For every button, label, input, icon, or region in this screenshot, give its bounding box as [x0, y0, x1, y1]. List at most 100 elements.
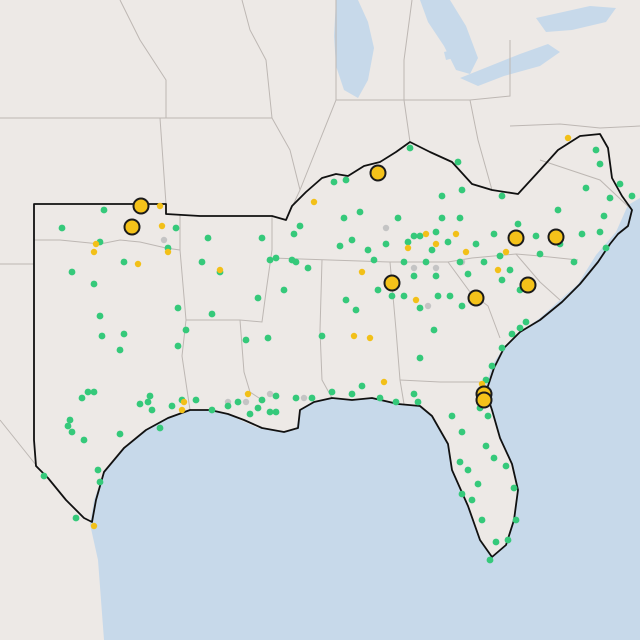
map-marker-large[interactable] [547, 228, 565, 246]
map-marker-green[interactable] [242, 336, 250, 344]
map-marker-green[interactable] [198, 258, 206, 266]
map-marker-yellow[interactable] [164, 248, 172, 256]
map-marker-green[interactable] [616, 180, 624, 188]
map-marker-green[interactable] [416, 304, 424, 312]
map-marker-green[interactable] [328, 388, 336, 396]
map-marker-green[interactable] [68, 428, 76, 436]
map-marker-green[interactable] [58, 224, 66, 232]
map-marker-green[interactable] [488, 362, 496, 370]
map-marker-yellow[interactable] [156, 202, 164, 210]
map-marker-green[interactable] [404, 238, 412, 246]
map-marker-green[interactable] [348, 236, 356, 244]
map-marker-green[interactable] [308, 394, 316, 402]
map-marker-yellow[interactable] [412, 296, 420, 304]
map-marker-green[interactable] [280, 286, 288, 294]
map-marker-green[interactable] [272, 408, 280, 416]
map-marker-green[interactable] [480, 258, 488, 266]
map-marker-green[interactable] [264, 334, 272, 342]
map-marker-green[interactable] [458, 428, 466, 436]
map-marker-large[interactable] [507, 229, 525, 247]
map-marker-large[interactable] [369, 164, 387, 182]
map-marker-green[interactable] [464, 466, 472, 474]
map-marker-green[interactable] [224, 402, 232, 410]
map-marker-green[interactable] [156, 424, 164, 432]
map-marker-green[interactable] [400, 258, 408, 266]
map-marker-green[interactable] [348, 390, 356, 398]
map-marker-yellow[interactable] [366, 334, 374, 342]
map-marker-green[interactable] [596, 160, 604, 168]
map-marker-green[interactable] [296, 222, 304, 230]
map-marker-large[interactable] [519, 276, 537, 294]
map-marker-green[interactable] [430, 326, 438, 334]
map-marker-green[interactable] [204, 234, 212, 242]
map-marker-green[interactable] [410, 390, 418, 398]
map-marker-yellow[interactable] [158, 222, 166, 230]
map-marker-gray[interactable] [266, 390, 274, 398]
map-marker-green[interactable] [506, 266, 514, 274]
map-marker-green[interactable] [254, 294, 262, 302]
map-marker-green[interactable] [304, 264, 312, 272]
map-marker-green[interactable] [456, 258, 464, 266]
map-marker-green[interactable] [120, 330, 128, 338]
map-marker-green[interactable] [628, 192, 636, 200]
map-marker-large[interactable] [132, 197, 150, 215]
map-marker-green[interactable] [504, 536, 512, 544]
map-marker-green[interactable] [376, 394, 384, 402]
map-marker-green[interactable] [458, 490, 466, 498]
map-marker-green[interactable] [410, 232, 418, 240]
map-marker-green[interactable] [458, 302, 466, 310]
map-marker-yellow[interactable] [310, 198, 318, 206]
map-marker-large[interactable] [467, 289, 485, 307]
map-marker-green[interactable] [454, 158, 462, 166]
map-marker-green[interactable] [174, 304, 182, 312]
map-marker-green[interactable] [246, 410, 254, 418]
map-marker-green[interactable] [66, 416, 74, 424]
map-marker-green[interactable] [596, 228, 604, 236]
map-marker-green[interactable] [120, 258, 128, 266]
map-marker-yellow[interactable] [462, 248, 470, 256]
map-marker-green[interactable] [144, 398, 152, 406]
map-marker-green[interactable] [382, 240, 390, 248]
map-marker-green[interactable] [516, 324, 524, 332]
map-marker-green[interactable] [514, 220, 522, 228]
map-marker-green[interactable] [434, 292, 442, 300]
map-marker-green[interactable] [508, 330, 516, 338]
map-marker-yellow[interactable] [134, 260, 142, 268]
map-marker-green[interactable] [136, 400, 144, 408]
map-marker-green[interactable] [388, 292, 396, 300]
map-marker-green[interactable] [394, 214, 402, 222]
map-marker-green[interactable] [502, 462, 510, 470]
map-marker-green[interactable] [486, 556, 494, 564]
map-marker-green[interactable] [472, 240, 480, 248]
map-marker-green[interactable] [94, 466, 102, 474]
map-marker-gray[interactable] [382, 224, 390, 232]
map-marker-green[interactable] [98, 332, 106, 340]
map-marker-green[interactable] [482, 442, 490, 450]
map-marker-green[interactable] [554, 206, 562, 214]
map-marker-green[interactable] [340, 214, 348, 222]
map-marker-gray[interactable] [424, 302, 432, 310]
map-marker-green[interactable] [578, 230, 586, 238]
map-marker-green[interactable] [582, 184, 590, 192]
map-marker-green[interactable] [490, 454, 498, 462]
map-marker-green[interactable] [336, 242, 344, 250]
map-marker-green[interactable] [64, 422, 72, 430]
map-marker-gray[interactable] [300, 394, 308, 402]
map-marker-yellow[interactable] [180, 398, 188, 406]
map-marker-green[interactable] [600, 212, 608, 220]
map-marker-green[interactable] [400, 292, 408, 300]
map-marker-green[interactable] [96, 312, 104, 320]
map-marker-green[interactable] [266, 408, 274, 416]
map-marker-green[interactable] [80, 436, 88, 444]
map-marker-green[interactable] [358, 382, 366, 390]
map-marker-green[interactable] [272, 392, 280, 400]
map-marker-green[interactable] [448, 412, 456, 420]
map-marker-green[interactable] [174, 342, 182, 350]
map-marker-green[interactable] [266, 256, 274, 264]
map-marker-green[interactable] [364, 246, 372, 254]
map-marker-green[interactable] [356, 208, 364, 216]
map-marker-yellow[interactable] [494, 266, 502, 274]
map-marker-green[interactable] [422, 258, 430, 266]
map-marker-green[interactable] [78, 394, 86, 402]
